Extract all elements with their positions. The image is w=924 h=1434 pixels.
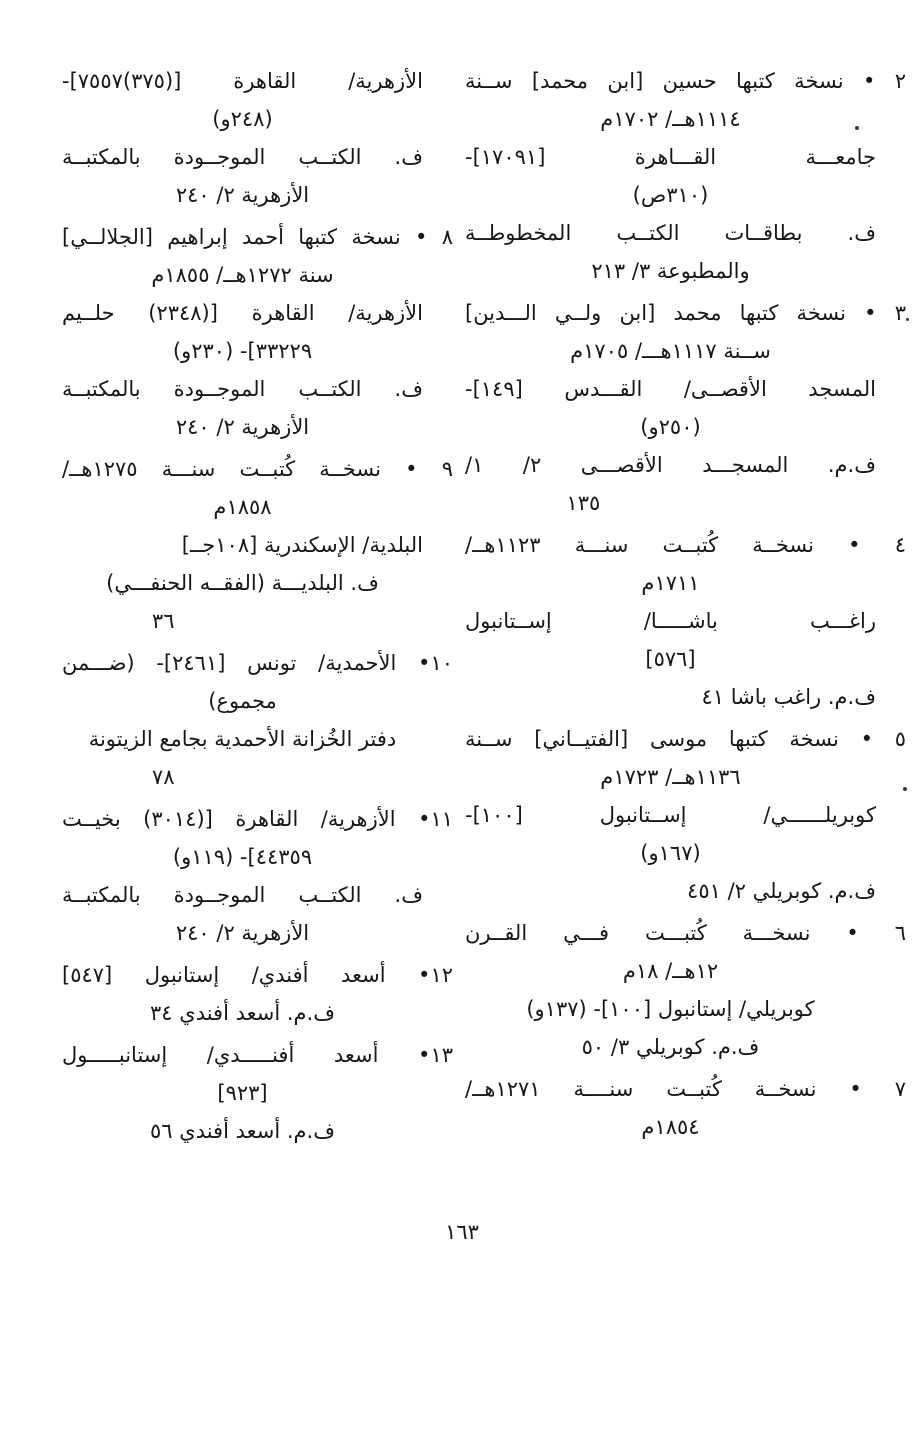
scan-speck	[906, 318, 909, 321]
entry-line: ١٢هــ/ ١٨م	[622, 959, 719, 983]
entry-line: ف.م. كوبريلي ٣/ ٥٠	[581, 1035, 760, 1059]
entry-line: ١٢• أسعد أفندي/ إستانبول [٥٤٧]	[62, 963, 453, 987]
entry-line: (٣١٠ص)	[632, 183, 709, 207]
entry-line: ٧٨	[151, 765, 175, 789]
catalog-entry: ٨ • نسخة كتبها أحمد إبراهيم [الجلالــي] س…	[62, 218, 453, 446]
entry-number-bullet: ٤ •	[814, 533, 906, 557]
catalog-entry: ٣ • نسخة كتبها محمد [ابن ولــي الـــدين]…	[465, 294, 906, 522]
entry-line: دفتر الخُزانة الأحمدية بجامع الزيتونة	[88, 727, 397, 751]
entry-line: والمطبوعة ٣/ ٢١٣	[591, 259, 750, 283]
entry-line: ٣٣٢٢٩]- (٢٣٠و)	[172, 339, 313, 363]
entry-line: (١٦٧و)	[640, 841, 701, 865]
entry-line: سنة ١٢٧٢هــ/ ١٨٥٥م	[151, 263, 334, 287]
entry-line: راغـــب باشـــــا/ إســتانبول	[465, 609, 876, 633]
entry-line: ٩ • نسخــة كُتبــت سنـــة ١٢٧٥هــ/	[62, 457, 453, 481]
entry-number-bullet: ١١•	[395, 807, 454, 831]
catalog-entry: ١٣• أسعد أفنـــــدي/ إستانبـــــول [٩٢٣] ف…	[62, 1036, 453, 1150]
entry-line: ف. البلديـــة (الفقــه الحنفـــي)	[106, 571, 379, 595]
entry-line: ١١١٤هــ/ ١٧٠٢م	[600, 107, 741, 131]
entry-line: [٩٢٣]	[217, 1081, 268, 1105]
entry-line: ١١• الأزهرية/ القاهرة [(٣٠١٤) بخيــت	[62, 807, 454, 831]
entry-line: ١٣٥	[566, 491, 601, 515]
entry-number-bullet: ٨ •	[400, 225, 453, 249]
scan-speck	[855, 126, 859, 130]
entry-line: ٣ • نسخة كتبها محمد [ابن ولــي الـــدين]	[465, 301, 906, 325]
entry-line: ف. الكتــب الموجــودة بالمكتبــة	[62, 883, 423, 907]
entry-line: ف.م. المسجـــد الأقصـــى ٢/ ١/	[465, 453, 876, 477]
entry-line: مجموع)	[208, 689, 277, 713]
text-column-right: ٢ • نسخة كتبها حسين [ابن محمد] ســنة ١١١٤…	[465, 62, 906, 1150]
entry-line: الأزهرية ٢/ ٢٤٠	[175, 921, 310, 945]
entry-number-bullet: ٥ •	[838, 727, 906, 751]
entry-line: ٤ • نسخــة كُتبــت سنـــة ١١٢٣هــ/	[465, 533, 906, 557]
entry-line: ٤٤٣٥٩]- (١١٩و)	[172, 845, 313, 869]
catalog-entry: ٩ • نسخــة كُتبــت سنـــة ١٢٧٥هــ/١٨٥٨م ا…	[62, 450, 453, 640]
entry-line: ف.م. أسعد أفندي ٣٤	[150, 1001, 335, 1025]
entry-line: ٢ • نسخة كتبها حسين [ابن محمد] ســنة	[465, 69, 906, 93]
entry-line: (٢٤٨و)	[212, 107, 273, 131]
entry-line: البلدية/ الإسكندرية [١٠٨جــ]	[181, 533, 423, 557]
entry-line: (٢٥٠و)	[640, 415, 701, 439]
entry-line: ٦ • نسخـــة كُتبـــت فـــي القــرن	[465, 921, 906, 945]
catalog-entry: الأزهرية/ القاهرة [(٣٧٥)٧٥٥٧]- (٢٤٨و) ف. ا…	[62, 62, 453, 214]
entry-line: ف.م. كوبريلي ٢/ ٤٥١	[687, 879, 876, 903]
catalog-entry: ٦ • نسخـــة كُتبـــت فـــي القــرن ١٢هــ/…	[465, 914, 906, 1066]
text-column-left: الأزهرية/ القاهرة [(٣٧٥)٧٥٥٧]- (٢٤٨و) ف. ا…	[62, 62, 453, 1154]
entry-number-bullet: ٢ •	[843, 69, 906, 93]
entry-line: ف.م. أسعد أفندي ٥٦	[150, 1119, 335, 1143]
entry-line: الأزهرية/ القاهرة [(٣٧٥)٧٥٥٧]-	[62, 69, 423, 93]
entry-line: ٨ • نسخة كتبها أحمد إبراهيم [الجلالــي]	[62, 225, 453, 249]
entry-line: ١٧١١م	[641, 571, 700, 595]
entry-number-bullet: ١٢•	[385, 963, 453, 987]
entry-line: كوبريلــــــي/ إســتانبول [١٠٠]-	[465, 803, 876, 827]
entry-number-bullet: ٧ •	[816, 1077, 906, 1101]
catalog-entry: ٢ • نسخة كتبها حسين [ابن محمد] ســنة ١١١٤…	[465, 62, 906, 290]
entry-line: ١١٣٦هــ/ ١٧٢٣م	[600, 765, 741, 789]
entry-number-bullet: ٦ •	[810, 921, 906, 945]
entry-line: [٥٧٦]	[645, 647, 696, 671]
entry-line: الأزهرية/ القاهرة [(٢٣٤٨) حلــيم	[62, 301, 423, 325]
scan-speck	[903, 787, 907, 791]
entry-number-bullet: ٩ •	[381, 457, 453, 481]
entry-line: ٣٦	[151, 609, 175, 633]
entry-line: ف. الكتــب الموجــودة بالمكتبــة	[62, 145, 423, 169]
catalog-entry: ١١• الأزهرية/ القاهرة [(٣٠١٤) بخيــت ٤٤٣٥…	[62, 800, 453, 952]
entry-line: ٥ • نسخة كتبها موسى [الفتيــاني] ســنة	[465, 727, 906, 751]
entry-number-bullet: ١٣•	[378, 1043, 453, 1067]
entry-line: الأزهرية ٢/ ٢٤٠	[175, 415, 310, 439]
catalog-entry: ٧ • نسخــة كُتبــت سنــــة ١٢٧١هــ/١٨٥٤م	[465, 1070, 906, 1146]
catalog-entry: ٤ • نسخــة كُتبــت سنـــة ١١٢٣هــ/١٧١١م ر…	[465, 526, 906, 716]
entry-line: ١٣• أسعد أفنـــــدي/ إستانبـــــول	[62, 1043, 453, 1067]
entry-line: ف.م. راغب باشا ٤١	[701, 685, 876, 709]
entry-line: ٧ • نسخــة كُتبــت سنــــة ١٢٧١هــ/	[465, 1077, 906, 1101]
entry-line: كوبريلي/ إستانبول [١٠٠]- (١٣٧و)	[526, 997, 815, 1021]
entry-number-bullet: ١٠•	[396, 651, 453, 675]
catalog-entry: ١٢• أسعد أفندي/ إستانبول [٥٤٧] ف.م. أسعد …	[62, 956, 453, 1032]
entry-line: المسجد الأقصــى/ القـــدس [١٤٩]-	[465, 377, 876, 401]
catalog-entry: ٥ • نسخة كتبها موسى [الفتيــاني] ســنة ١١…	[465, 720, 906, 910]
entry-number-bullet: ٣ •	[845, 301, 906, 325]
page-number: ١٦٣	[445, 1220, 479, 1244]
catalog-entry: ١٠• الأحمدية/ تونس [٢٤٦١]- (ضـــمن مجموع)…	[62, 644, 453, 796]
entry-line: ١٠• الأحمدية/ تونس [٢٤٦١]- (ضـــمن	[62, 651, 453, 675]
entry-line: ف. الكتــب الموجــودة بالمكتبــة	[62, 377, 423, 401]
entry-line: جامعـــة القـــاهرة [١٧٠٩١]-	[465, 145, 876, 169]
entry-line: ١٨٥٨م	[213, 495, 272, 519]
entry-line: ف. بطاقــات الكتــب المخطوطــة	[465, 221, 876, 245]
entry-line: الأزهرية ٢/ ٢٤٠	[175, 183, 310, 207]
entry-line: ســنة ١١١٧هـــ/ ١٧٠٥م	[570, 339, 771, 363]
entry-line: ١٨٥٤م	[641, 1115, 700, 1139]
